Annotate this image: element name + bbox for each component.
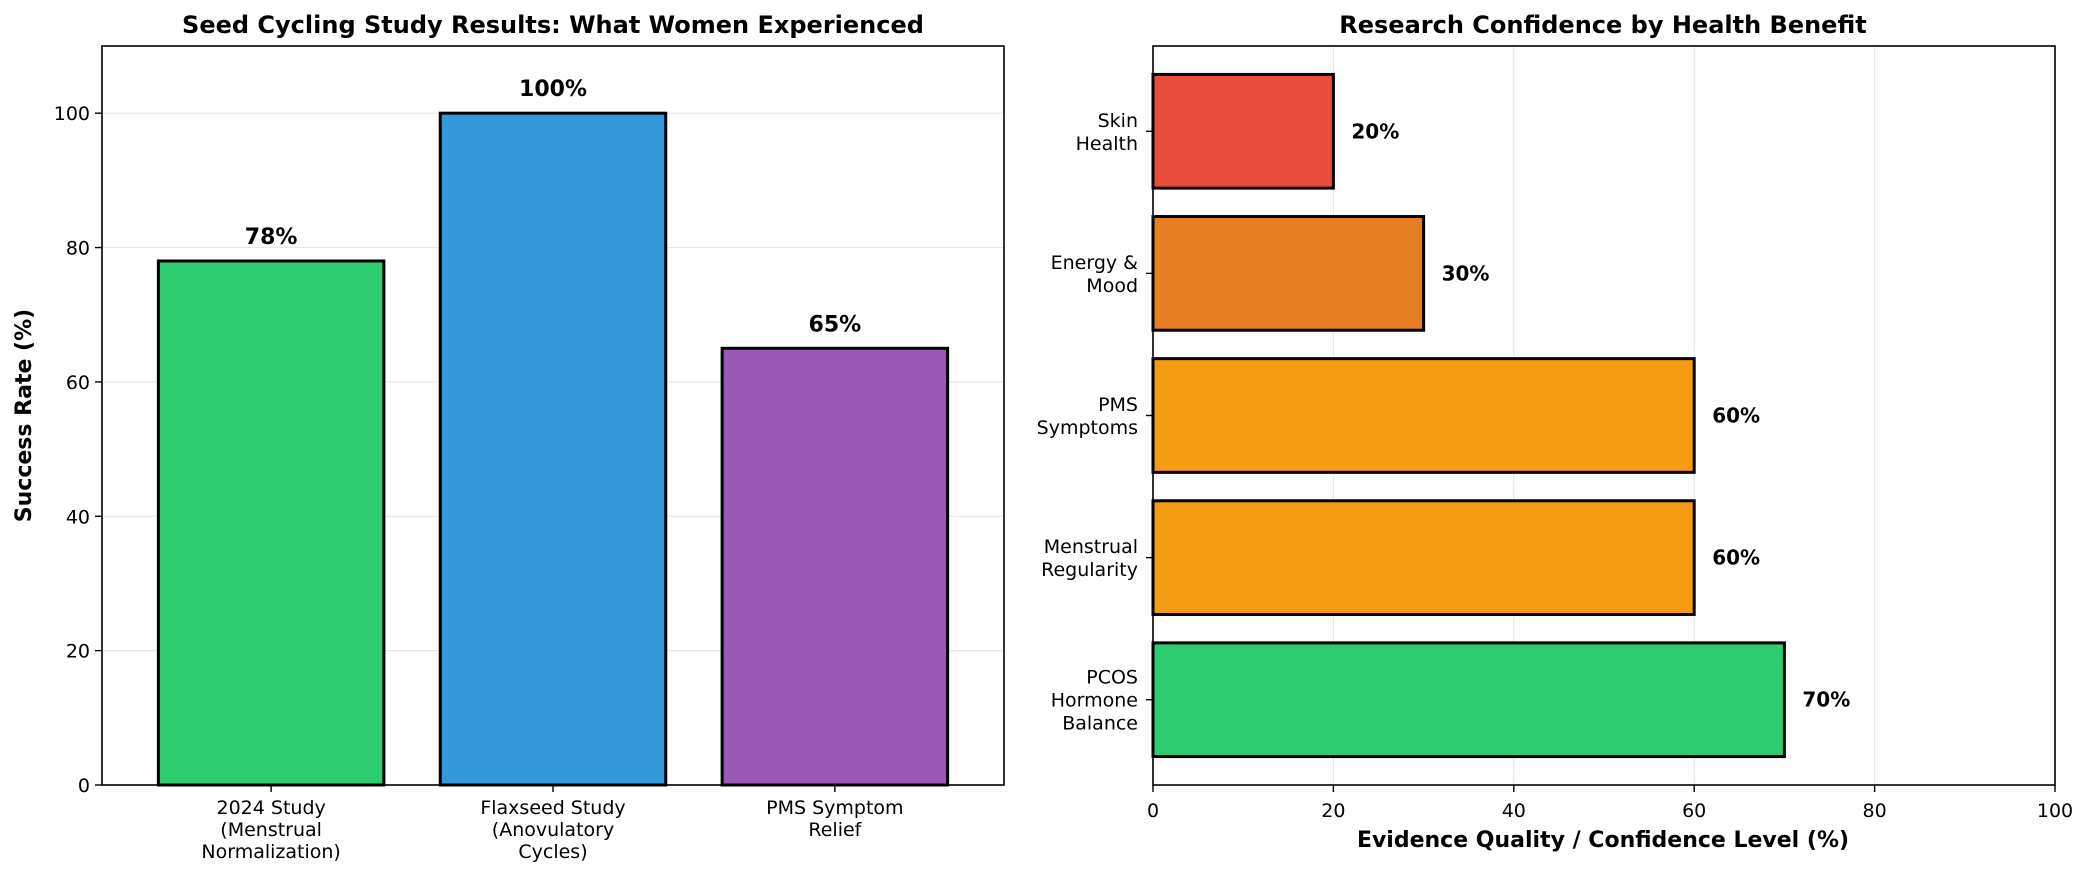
left-chart-title: Seed Cycling Study Results: What Women E… [182, 11, 924, 39]
bar [1151, 72, 1335, 190]
tick-label-line: PMS [1098, 394, 1138, 416]
left-y-tick-label: 40 [66, 506, 90, 528]
tick-label-line: Relief [808, 819, 862, 841]
tick-label-line: Skin [1098, 110, 1138, 132]
right-x-tick-label: 40 [1502, 800, 1526, 822]
right-x-axis-label: Evidence Quality / Confidence Level (%) [1357, 828, 1849, 853]
right-x-tick-label: 80 [1863, 800, 1887, 822]
tick-label-line: 2024 Study [217, 797, 326, 819]
tick-label-line: (Menstrual [220, 819, 322, 841]
right-y-tick-label: PMS Symptoms [1037, 394, 1138, 439]
bar [720, 346, 950, 787]
left-y-axis-label: Success Rate (%) [12, 309, 37, 522]
bar-value-label: 100% [519, 77, 587, 102]
left-y-tick-label: 0 [78, 775, 90, 797]
tick-label-line: Hormone [1051, 690, 1138, 712]
left-y-tick-label: 60 [66, 372, 90, 394]
tick-label-line: Flaxseed Study [480, 797, 625, 819]
bar-value-label: 70% [1802, 688, 1850, 712]
tick-label-line: Cycles) [518, 841, 587, 863]
left-bars [156, 111, 950, 787]
right-x-tick-label: 60 [1682, 800, 1706, 822]
right-y-tick-label: PCOS Hormone Balance [1051, 667, 1138, 735]
left-y-ticks: 0 20 40 60 80 100 [54, 103, 102, 797]
left-x-tick-label: 2024 Study (Menstrual Normalization) [201, 797, 340, 863]
bar-value-label: 30% [1442, 261, 1490, 285]
bar [1151, 357, 1696, 474]
right-y-tick-label: Menstrual Regularity [1041, 536, 1138, 581]
right-x-tick-label: 0 [1147, 800, 1159, 822]
bar [1151, 641, 1786, 759]
tick-label-line: Menstrual [1044, 536, 1138, 558]
bar-value-label: 60% [1712, 546, 1760, 570]
research-confidence-bar-chart: Research Confidence by Health Benefit 70… [1037, 11, 2073, 853]
left-x-tick-label: PMS Symptom Relief [766, 797, 903, 841]
tick-label-line: PMS Symptom [766, 797, 903, 819]
bar [156, 259, 386, 787]
bar-value-label: 65% [809, 312, 862, 337]
right-y-ticks: PCOS Hormone Balance Menstrual Regularity PMS… [1037, 110, 1153, 735]
right-x-tick-label: 100 [2037, 800, 2073, 822]
left-y-tick-label: 20 [66, 641, 90, 663]
right-bars [1151, 72, 1786, 759]
right-data-labels: 70% 60% 60% 30% 20% [1351, 119, 1850, 711]
right-y-tick-label: Skin Health [1076, 110, 1138, 155]
right-y-tick-label: Energy & Mood [1051, 252, 1139, 297]
tick-label-line: Health [1076, 133, 1138, 155]
bar [438, 111, 668, 787]
left-x-ticks: 2024 Study (Menstrual Normalization) Flaxse… [201, 785, 904, 863]
bar [1151, 499, 1696, 616]
tick-label-line: (Anovulatory [492, 819, 614, 841]
bar [1151, 215, 1426, 332]
left-y-tick-label: 100 [54, 103, 90, 125]
left-x-tick-label: Flaxseed Study (Anovulatory Cycles) [480, 797, 625, 863]
tick-label-line: Symptoms [1037, 417, 1138, 439]
right-x-ticks: 0 20 40 60 80 100 [1147, 785, 2073, 822]
tick-label-line: Normalization) [201, 841, 340, 863]
right-chart-title: Research Confidence by Health Benefit [1339, 11, 1866, 39]
tick-label-line: Balance [1062, 713, 1138, 735]
right-x-tick-label: 20 [1321, 800, 1345, 822]
left-y-tick-label: 80 [66, 238, 90, 260]
success-rate-bar-chart: Seed Cycling Study Results: What Women E… [12, 11, 1005, 863]
bar-value-label: 78% [245, 225, 298, 250]
bar-value-label: 20% [1351, 119, 1399, 143]
bar-value-label: 60% [1712, 404, 1760, 428]
tick-label-line: Mood [1086, 275, 1138, 297]
left-data-labels: 78% 100% 65% [245, 77, 861, 337]
tick-label-line: PCOS [1086, 667, 1138, 689]
tick-label-line: Regularity [1041, 559, 1138, 581]
tick-label-line: Energy & [1051, 252, 1139, 274]
